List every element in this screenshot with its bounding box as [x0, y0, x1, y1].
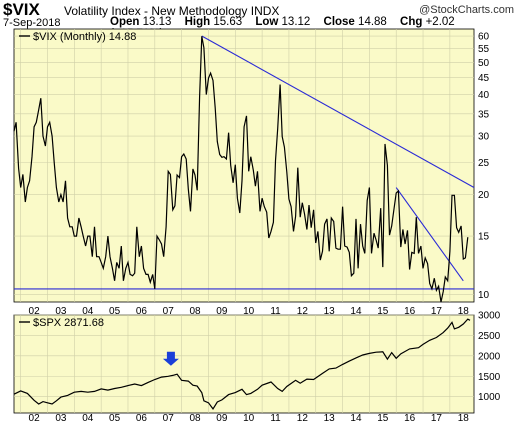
legend-label: $SPX 2871.68 [33, 317, 104, 329]
x-tick-label: 09 [216, 413, 228, 424]
y-tick-label: 10 [478, 290, 490, 301]
trendline [395, 187, 464, 282]
x-tick-label: 13 [324, 413, 336, 424]
low-value: 13.12 [281, 16, 311, 28]
x-tick-label: 18 [458, 306, 470, 317]
x-tick-label: 08 [189, 413, 201, 424]
x-tick-label: 15 [377, 306, 389, 317]
y-tick-label: 1500 [478, 372, 501, 383]
plot-area [13, 28, 475, 303]
x-tick-label: 13 [324, 306, 336, 317]
x-tick-label: 10 [243, 413, 255, 424]
legend-label: $VIX (Monthly) 14.88 [33, 31, 136, 43]
x-tick-label: 08 [189, 306, 201, 317]
plot-area [13, 314, 475, 414]
open-value: 13.13 [142, 16, 172, 28]
x-tick-label: 07 [163, 306, 175, 317]
y-tick-label: 50 [478, 58, 490, 69]
x-tick-label: 16 [404, 306, 416, 317]
x-tick-label: 04 [82, 306, 94, 317]
symbol-title: $VIX [3, 0, 40, 19]
series-line [13, 318, 471, 410]
y-tick-label: 30 [478, 132, 490, 143]
y-tick-label: 35 [478, 109, 490, 120]
x-tick-label: 11 [270, 413, 281, 424]
x-tick-label: 18 [458, 413, 470, 424]
chart-panel-spx: 1000 1500 2000 2500 3000 02 03 04 05 06 07 08 09 10 11… [13, 311, 501, 424]
x-tick-label: 17 [431, 413, 443, 424]
y-tick-label: 3000 [478, 311, 501, 322]
x-tick-label: 12 [297, 413, 309, 424]
open-label: Open [110, 16, 140, 28]
chg-label: Chg [400, 16, 423, 28]
y-tick-label: 1000 [478, 392, 501, 403]
arrow-marker-icon [162, 351, 179, 366]
x-tick-label: 10 [243, 306, 255, 317]
x-tick-label: 15 [377, 413, 389, 424]
date-label: 7-Sep-2018 [3, 17, 61, 29]
x-tick-label: 11 [270, 306, 281, 317]
x-tick-label: 02 [29, 413, 41, 424]
y-tick-label: 60 [478, 32, 490, 43]
y-tick-label: 40 [478, 90, 490, 101]
close-label: Close [323, 16, 355, 28]
y-tick-label: 55 [478, 44, 490, 55]
close-value: 14.88 [358, 16, 387, 28]
high-label: High [184, 16, 211, 28]
x-tick-label: 06 [136, 306, 148, 317]
brand-watermark[interactable]: @StockCharts.com [419, 4, 514, 16]
x-tick-label: 05 [109, 413, 121, 424]
x-tick-label: 09 [216, 306, 228, 317]
y-tick-label: 20 [478, 190, 490, 201]
x-tick-label: 14 [350, 413, 362, 424]
trendline [201, 35, 475, 189]
y-tick-label: 25 [478, 158, 490, 169]
y-tick-label: 45 [478, 73, 490, 84]
x-tick-label: 12 [297, 306, 309, 317]
x-tick-label: 16 [404, 413, 416, 424]
x-tick-label: 05 [109, 306, 121, 317]
x-tick-label: 06 [136, 413, 148, 424]
series-line [13, 36, 469, 303]
x-tick-label: 17 [431, 306, 443, 317]
x-tick-label: 14 [350, 306, 362, 317]
x-tick-label: 07 [163, 413, 175, 424]
symbol-description: Volatility Index - New Methodology INDX [64, 4, 280, 18]
high-value: 15.63 [213, 16, 243, 28]
x-tick-label: 03 [55, 413, 67, 424]
y-tick-label: 15 [478, 232, 490, 243]
x-tick-label: 02 [29, 306, 41, 317]
x-tick-label: 04 [82, 413, 94, 424]
x-tick-label: 03 [55, 306, 67, 317]
low-label: Low [255, 16, 279, 28]
y-tick-label: 2500 [478, 331, 501, 342]
y-tick-label: 2000 [478, 351, 501, 362]
